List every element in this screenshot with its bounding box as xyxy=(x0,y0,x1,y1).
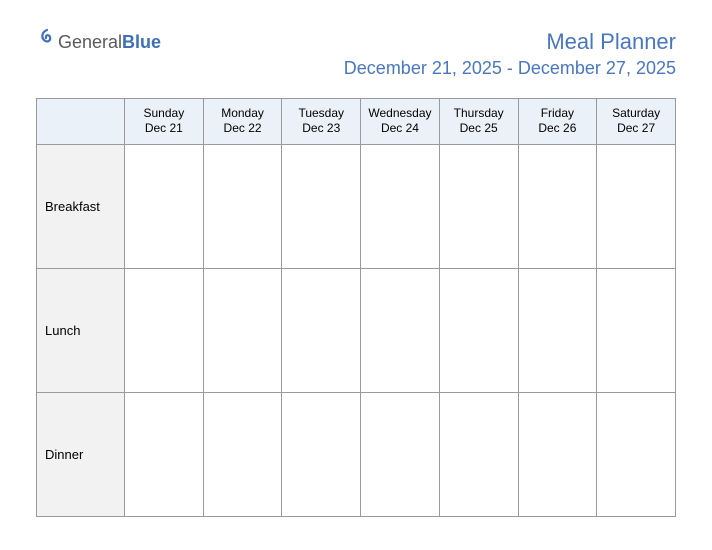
meal-cell[interactable] xyxy=(125,268,204,392)
date-range: December 21, 2025 - December 27, 2025 xyxy=(344,57,676,80)
day-date: Dec 23 xyxy=(302,121,340,135)
meal-cell[interactable] xyxy=(597,392,676,516)
day-header: Tuesday Dec 23 xyxy=(282,98,361,144)
day-date: Dec 27 xyxy=(617,121,655,135)
meal-cell[interactable] xyxy=(361,144,440,268)
day-name: Sunday xyxy=(144,106,185,120)
meal-label-dinner: Dinner xyxy=(37,392,125,516)
table-row: Dinner xyxy=(37,392,676,516)
meal-cell[interactable] xyxy=(361,392,440,516)
day-header: Thursday Dec 25 xyxy=(439,98,518,144)
meal-cell[interactable] xyxy=(439,144,518,268)
meal-label-lunch: Lunch xyxy=(37,268,125,392)
meal-cell[interactable] xyxy=(203,392,282,516)
meal-cell[interactable] xyxy=(203,268,282,392)
logo-word-blue: Blue xyxy=(122,32,161,52)
meal-cell[interactable] xyxy=(282,392,361,516)
logo-swirl-icon xyxy=(38,28,56,56)
meal-cell[interactable] xyxy=(439,392,518,516)
meal-cell[interactable] xyxy=(203,144,282,268)
day-header: Monday Dec 22 xyxy=(203,98,282,144)
day-date: Dec 21 xyxy=(145,121,183,135)
header-row: Sunday Dec 21 Monday Dec 22 Tuesday Dec … xyxy=(37,98,676,144)
logo-word-general: General xyxy=(58,32,122,52)
day-header: Saturday Dec 27 xyxy=(597,98,676,144)
meal-cell[interactable] xyxy=(518,268,597,392)
meal-cell[interactable] xyxy=(439,268,518,392)
day-name: Wednesday xyxy=(368,106,431,120)
day-name: Friday xyxy=(541,106,574,120)
day-name: Saturday xyxy=(612,106,660,120)
table-row: Lunch xyxy=(37,268,676,392)
day-name: Thursday xyxy=(454,106,504,120)
meal-planner-table: Sunday Dec 21 Monday Dec 22 Tuesday Dec … xyxy=(36,98,676,517)
meal-cell[interactable] xyxy=(518,144,597,268)
meal-cell[interactable] xyxy=(597,268,676,392)
day-date: Dec 26 xyxy=(538,121,576,135)
corner-cell xyxy=(37,98,125,144)
meal-cell[interactable] xyxy=(518,392,597,516)
day-header: Sunday Dec 21 xyxy=(125,98,204,144)
logo: GeneralBlue xyxy=(36,28,161,56)
meal-cell[interactable] xyxy=(125,392,204,516)
day-header: Friday Dec 26 xyxy=(518,98,597,144)
day-name: Monday xyxy=(221,106,264,120)
day-name: Tuesday xyxy=(298,106,344,120)
meal-cell[interactable] xyxy=(282,268,361,392)
header: GeneralBlue Meal Planner December 21, 20… xyxy=(36,28,676,80)
day-date: Dec 24 xyxy=(381,121,419,135)
title-block: Meal Planner December 21, 2025 - Decembe… xyxy=(344,28,676,80)
table-row: Breakfast xyxy=(37,144,676,268)
meal-cell[interactable] xyxy=(282,144,361,268)
meal-cell[interactable] xyxy=(125,144,204,268)
day-header: Wednesday Dec 24 xyxy=(361,98,440,144)
meal-cell[interactable] xyxy=(597,144,676,268)
day-date: Dec 25 xyxy=(460,121,498,135)
meal-cell[interactable] xyxy=(361,268,440,392)
meal-label-breakfast: Breakfast xyxy=(37,144,125,268)
page-title: Meal Planner xyxy=(344,28,676,57)
day-date: Dec 22 xyxy=(224,121,262,135)
